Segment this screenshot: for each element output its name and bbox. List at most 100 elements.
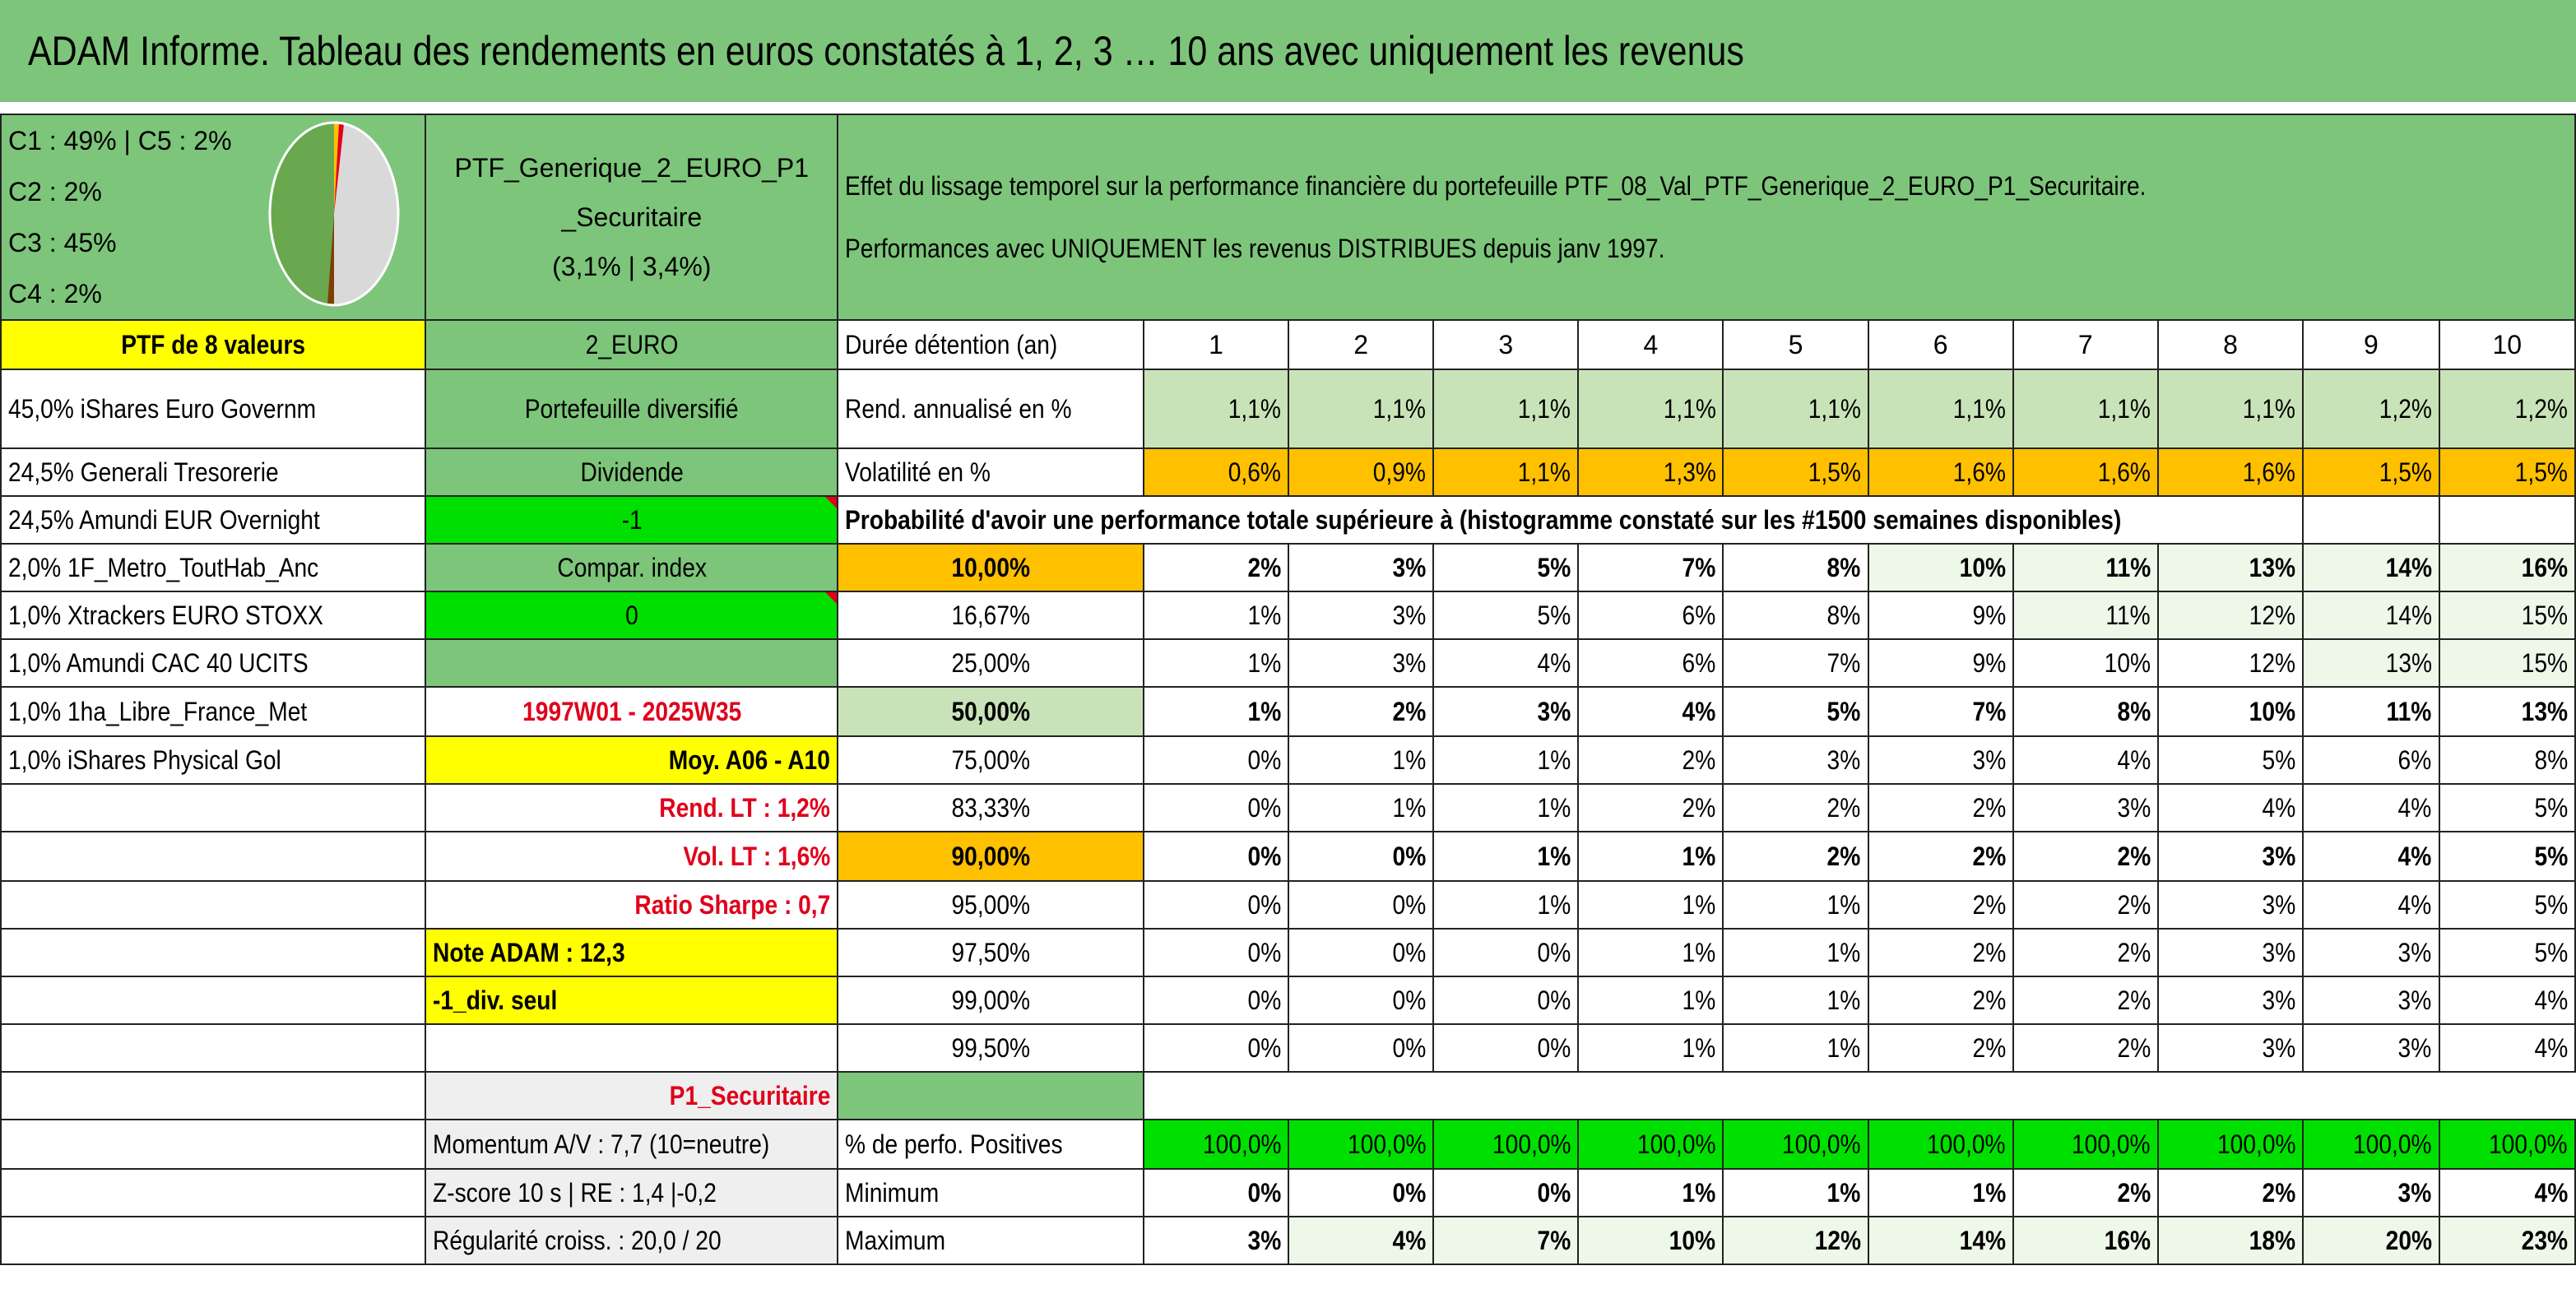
quantile-value: 2% [2012, 880, 2159, 930]
quantile-value-text: 2% [2117, 889, 2151, 920]
div-seul: -1_div. seul [425, 976, 839, 1025]
rend-value: 1,1% [1577, 369, 1724, 449]
quantile-value: 3% [2012, 783, 2159, 832]
report-table: C1 : 49% | C5 : 2% C2 : 2% C3 : 45% C4 :… [0, 114, 2576, 1265]
quantile-value-text: 8% [2534, 744, 2568, 775]
quantile-value-text: 0% [1392, 889, 1427, 920]
min-label: Minimum [837, 1168, 1144, 1217]
quantile-value: 14% [2302, 543, 2440, 592]
max-value-text: 16% [2104, 1225, 2151, 1255]
quantile-value: 11% [2012, 591, 2159, 640]
quantile-value-text: 1% [1682, 841, 1716, 871]
holding-label: 24,5% Amundi EUR Overnight [8, 504, 320, 535]
ptf-count-text: PTF de 8 valeurs [121, 329, 306, 359]
currency-text: 2_EURO [585, 329, 679, 359]
period-text: 1997W01 - 2025W35 [522, 696, 741, 726]
dividend-label: Dividende [425, 447, 839, 497]
quantile-label: 83,33% [837, 783, 1144, 832]
quantile-value-text: 1% [1247, 696, 1282, 726]
rend-value-text: 1,1% [1808, 393, 1861, 424]
quantile-value-text: 2% [1826, 841, 1861, 871]
quantile-value: 12% [2156, 638, 2304, 688]
max-value: 4% [1288, 1216, 1435, 1265]
quantile-value: 9% [1867, 591, 2014, 640]
quantile-value: 2% [1867, 783, 2014, 832]
quantile-value: 11% [2302, 686, 2440, 737]
empty-cell [0, 1119, 427, 1170]
pos-value: 100,0% [2012, 1119, 2159, 1170]
quantile-value: 2% [1867, 831, 2014, 882]
max-value: 18% [2156, 1216, 2304, 1265]
quantile-value-text: 0% [1392, 985, 1427, 1015]
quantile-value-text: 0% [1247, 792, 1282, 823]
probability-label: Probabilité d'avoir une performance tota… [837, 495, 2304, 545]
pos-value: 100,0% [2438, 1119, 2576, 1170]
empty-cell [2438, 495, 2576, 545]
rend-value: 1,1% [1288, 369, 1435, 449]
max-value: 14% [1867, 1216, 2014, 1265]
quantile-value-text: 2% [1247, 552, 1282, 582]
quantile-value: 3% [2156, 976, 2304, 1025]
quantile-value: 0% [1288, 976, 1435, 1025]
quantile-value: 0% [1432, 976, 1580, 1025]
year-header-text: 10 [2492, 329, 2523, 359]
quantile-label-text: 50,00% [951, 696, 1030, 726]
quantile-value-text: 3% [1972, 744, 2006, 775]
vol-value: 1,1% [1432, 447, 1580, 497]
max-value-text: 18% [2249, 1225, 2296, 1255]
quantile-value: 4% [2156, 783, 2304, 832]
quantile-value: 2% [1867, 880, 2014, 930]
pos-value-text: 100,0% [1782, 1129, 1861, 1159]
quantile-value-text: 3% [2262, 1032, 2296, 1063]
max-value-text: 12% [1814, 1225, 1861, 1255]
quantile-value: 3% [1288, 543, 1435, 592]
rend-value: 1,1% [2012, 369, 2159, 449]
year-header: 1 [1142, 319, 1290, 370]
vol-value: 1,6% [1867, 447, 2014, 497]
quantile-value-text: 4% [1682, 696, 1716, 726]
zscore-text: Z-score 10 s | RE : 1,4 |-0,2 [433, 1177, 717, 1208]
quantile-value: 13% [2302, 638, 2440, 688]
min-value: 0% [1432, 1168, 1580, 1217]
currency-label: 2_EURO [425, 319, 839, 370]
min-value-text: 1% [1682, 1177, 1716, 1208]
quantile-value-text: 2% [1972, 792, 2006, 823]
sharpe-text: Ratio Sharpe : 0,7 [634, 889, 831, 920]
quantile-value: 1% [1577, 1023, 1724, 1073]
max-label: Maximum [837, 1216, 1144, 1265]
rend-value: 1,1% [1142, 369, 1290, 449]
regularite-label: Régularité croiss. : 20,0 / 20 [425, 1216, 839, 1265]
rend-value-text: 1,1% [1373, 393, 1427, 424]
min-value-text: 1% [1826, 1177, 1861, 1208]
quantile-value: 0% [1142, 1023, 1290, 1073]
year-header: 3 [1432, 319, 1580, 370]
empty-green-cell [837, 1071, 1144, 1120]
rend-value: 1,1% [1722, 369, 1869, 449]
quantile-value-text: 1% [1826, 937, 1861, 967]
quantile-value-text: 13% [2521, 696, 2568, 726]
quantile-value: 3% [2302, 1023, 2440, 1073]
vol-value-text: 1,6% [2242, 457, 2296, 487]
quantile-value-text: 1% [1826, 1032, 1861, 1063]
quantile-label-text: 83,33% [951, 792, 1030, 823]
quantile-value-text: 12% [2249, 647, 2296, 678]
rend-value-text: 1,1% [1518, 393, 1571, 424]
quantile-value: 1% [1288, 735, 1435, 785]
vol-lt-text: Vol. LT : 1,6% [683, 841, 831, 871]
quantile-value-text: 3% [2397, 937, 2432, 967]
year-header: 6 [1867, 319, 2014, 370]
pos-value-text: 100,0% [2216, 1129, 2296, 1159]
quantile-value: 3% [1288, 638, 1435, 688]
quantile-value-text: 4% [2534, 985, 2568, 1015]
quantile-value-text: 9% [1972, 600, 2006, 630]
pie-slice-c2 [334, 123, 340, 214]
quantile-value-text: 7% [1682, 552, 1716, 582]
quantile-value-text: 15% [2521, 600, 2568, 630]
quantile-value-text: 8% [2117, 696, 2151, 726]
quantile-label: 95,00% [837, 880, 1144, 930]
quantile-label: 99,00% [837, 976, 1144, 1025]
pos-value: 100,0% [1722, 1119, 1869, 1170]
quantile-value-text: 2% [2117, 985, 2151, 1015]
holding-item: 24,5% Generali Tresorerie [0, 447, 427, 497]
quantile-label: 50,00% [837, 686, 1144, 737]
